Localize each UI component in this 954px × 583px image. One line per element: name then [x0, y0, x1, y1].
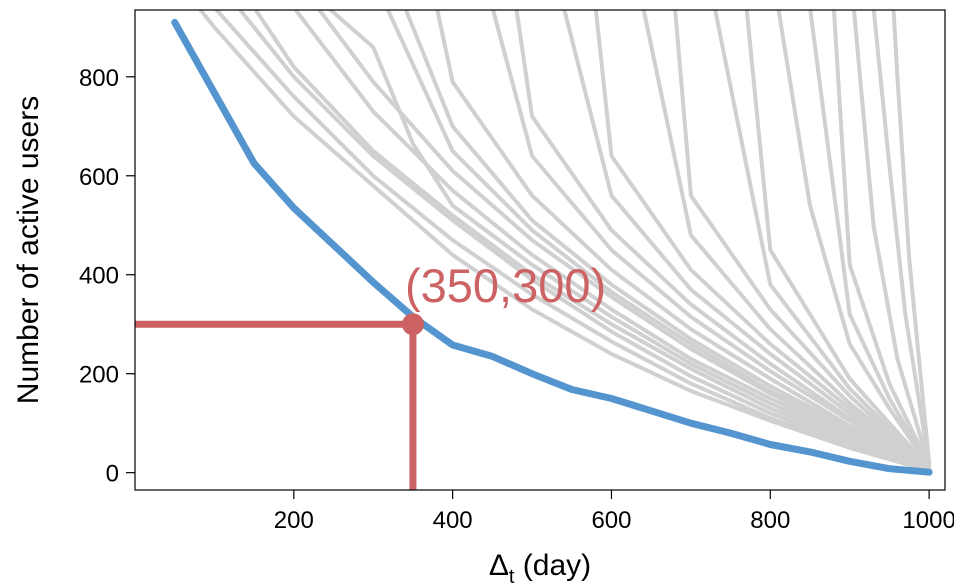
background-series-line-17 [851, 10, 932, 468]
background-series-line-16 [831, 10, 932, 468]
background-series-line-22 [327, 10, 932, 472]
y-tick-label: 400 [79, 263, 119, 290]
annotation-label: (350,300) [405, 259, 606, 312]
x-axis-title: Δt (day) [489, 549, 591, 583]
x-axis-title-main: Δ [489, 549, 509, 582]
plot-frame [134, 9, 946, 491]
background-series-line-14 [776, 10, 932, 469]
x-axis-title-subscript: t [509, 566, 515, 583]
background-series-line-9 [593, 10, 932, 471]
background-series-line-5 [435, 10, 932, 472]
y-axis: 0 200 400 600 800 [79, 65, 135, 488]
y-tick-label: 800 [79, 65, 119, 92]
background-series-line-19 [891, 10, 932, 465]
background-series-line-11 [673, 10, 932, 471]
background-series-line-15 [808, 10, 932, 469]
x-tick-label: 800 [750, 507, 790, 534]
y-tick-label: 0 [106, 461, 119, 488]
background-series-line-12 [713, 10, 932, 470]
background-series-line-8 [562, 10, 932, 471]
annotation-marker [401, 313, 424, 336]
y-axis-title: Number of active users [12, 96, 45, 404]
background-series-line-1 [253, 10, 932, 473]
background-series-line-6 [490, 10, 932, 472]
highlight-series-line [171, 18, 933, 476]
background-series-line-0 [213, 10, 932, 473]
background-series-group [197, 10, 932, 473]
background-series-line-18 [871, 10, 932, 466]
x-tick-label: 600 [591, 507, 631, 534]
background-series-line-23 [385, 10, 932, 472]
background-series-line-10 [641, 10, 932, 471]
y-tick-label: 600 [79, 164, 119, 191]
highlight-series-group [171, 18, 933, 476]
background-series-line-13 [744, 10, 932, 470]
background-series-line-4 [403, 10, 932, 472]
background-series-line-20 [197, 10, 932, 473]
background-series-line-21 [237, 10, 932, 473]
x-tick-label: 200 [274, 507, 314, 534]
annotation-group [135, 313, 424, 490]
x-axis-title-rest: (day) [514, 549, 591, 582]
x-tick-label: 1000 [902, 507, 954, 534]
x-axis: 200 400 600 800 1000 [274, 490, 954, 534]
background-series-line-2 [293, 10, 932, 472]
y-tick-label: 200 [79, 362, 119, 389]
background-series-line-7 [514, 10, 932, 471]
x-tick-label: 400 [433, 507, 473, 534]
